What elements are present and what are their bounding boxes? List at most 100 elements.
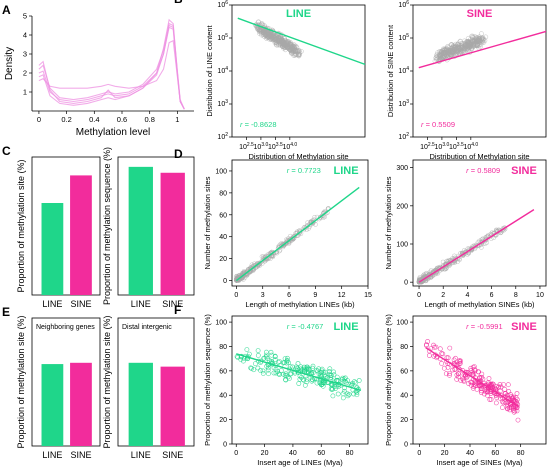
scatter-point	[289, 42, 295, 48]
scatter-point	[478, 384, 484, 390]
panel-letter-b: B	[174, 0, 183, 6]
scatter-point	[272, 356, 278, 362]
scatter-point	[273, 366, 279, 372]
plot-frame	[231, 315, 369, 445]
y-tick-label: 20	[219, 256, 227, 263]
scatter-point	[457, 358, 462, 364]
x-tick-label: 0.2	[61, 115, 71, 124]
scatter-point	[501, 400, 506, 406]
scatter-point	[441, 54, 447, 60]
y-tick-label: 100	[215, 320, 227, 327]
scatter-point	[255, 352, 261, 358]
y-tick-label: 4	[23, 31, 27, 40]
scatter-point	[263, 33, 269, 39]
scatter-point	[496, 384, 502, 390]
x-tick-label: 80	[517, 450, 525, 457]
scatter-point	[238, 356, 244, 362]
scatter-point	[264, 30, 270, 36]
scatter-point	[237, 275, 242, 280]
scatter-point	[291, 235, 296, 240]
scatter-point	[344, 391, 350, 396]
scatter-point	[440, 351, 446, 357]
scatter-point	[276, 371, 282, 377]
scatter-point	[328, 382, 334, 387]
scatter-point	[294, 49, 300, 55]
scatter-point	[258, 367, 263, 373]
scatter-point	[434, 355, 440, 361]
x-tick-label: 103.5	[268, 142, 283, 151]
scatter-point	[246, 351, 252, 357]
x-tick-label: 60	[317, 450, 325, 457]
scatter-point	[483, 238, 488, 243]
scatter-point	[450, 49, 455, 55]
scatter-point	[514, 391, 520, 396]
regression-line	[418, 30, 547, 69]
scatter-point	[297, 376, 303, 382]
x-tick-label: 12	[338, 292, 346, 299]
x-tick-label: 6	[490, 292, 494, 299]
bar-sine	[160, 366, 185, 446]
x-tick-label: 103.5	[449, 142, 464, 151]
x-tick-label: 103.0	[254, 142, 269, 151]
scatter-point	[505, 382, 511, 388]
scatter-point	[263, 349, 269, 355]
scatter-point	[277, 248, 282, 254]
y-tick-label: 105	[398, 33, 409, 42]
scatter-point	[296, 53, 302, 59]
scatter-point	[266, 371, 271, 377]
y-tick-label: 0	[404, 280, 408, 287]
scatter-point	[249, 365, 254, 371]
scatter-point	[269, 34, 275, 40]
x-tick-label: 0	[234, 292, 238, 299]
plot-frame	[231, 159, 369, 287]
correlation-label: r = 0.7723	[287, 166, 321, 175]
scatter-point	[293, 52, 299, 58]
x-tick-label: 0.6	[117, 115, 127, 124]
density-line-1	[38, 24, 185, 110]
scatter-point	[468, 379, 474, 385]
scatter-point	[268, 36, 274, 42]
y-axis-title: Proportion of methylation site (%)	[16, 315, 26, 448]
scatter-point	[493, 400, 499, 406]
scatter-point	[244, 347, 250, 352]
scatter-point	[351, 391, 357, 397]
y-tick-label: 0	[223, 442, 227, 449]
scatter-point	[297, 50, 303, 55]
scatter-point	[502, 399, 508, 405]
x-tick-label: 104.0	[463, 142, 478, 151]
y-tick-label: 102	[217, 132, 228, 141]
scatter-point	[284, 360, 289, 366]
scatter-point	[268, 256, 273, 261]
scatter-point	[293, 52, 299, 57]
scatter-point	[450, 367, 455, 373]
scatter-point	[296, 50, 302, 56]
scatter-point	[278, 368, 284, 373]
scatter-point	[472, 36, 478, 42]
y-tick-label: 80	[219, 344, 227, 351]
x-axis-title: Length of methylation LINEs (kb)	[245, 300, 355, 309]
scatter-point	[499, 399, 505, 405]
scatter-point	[453, 44, 459, 50]
scatter-point	[354, 392, 360, 398]
x-tick-label: 0	[37, 115, 41, 124]
scatter-point	[343, 380, 349, 386]
scatter-point	[477, 44, 483, 50]
scatter-point	[298, 364, 304, 370]
scatter-point	[494, 384, 499, 390]
scatter-point	[471, 367, 477, 372]
plot-frame	[412, 4, 547, 138]
regression-line	[237, 17, 366, 66]
scatter-point	[482, 241, 488, 246]
scatter-point	[437, 52, 443, 58]
scatter-point	[272, 353, 278, 359]
scatter-point	[426, 353, 432, 358]
y-tick-label: 100	[396, 242, 408, 249]
correlation-label: r = -0.4767	[287, 322, 323, 331]
scatter-point	[284, 41, 290, 47]
scatter-point	[263, 354, 269, 360]
category-label: LINE	[42, 450, 62, 460]
scatter-point	[514, 408, 520, 414]
correlation-label: r = -0.8628	[240, 120, 276, 129]
density-line-4	[38, 39, 185, 110]
scatter-point	[478, 390, 484, 395]
